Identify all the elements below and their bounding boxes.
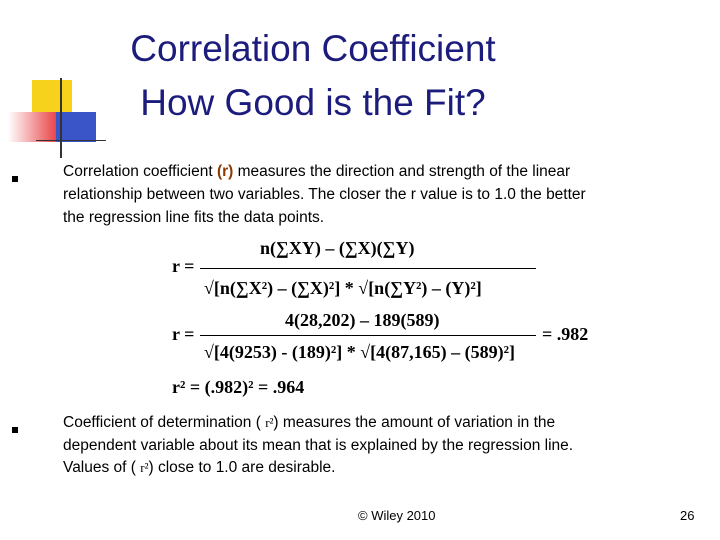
fraction-bar (200, 268, 536, 269)
title: How Good is the Fit? (140, 82, 486, 123)
text-line: the regression line fits the data points… (63, 209, 325, 226)
footer-copyright: © Wiley 2010 (358, 508, 436, 523)
text-line: Coefficient of determination ( r²) measu… (63, 414, 555, 432)
text: ) measures the amount of variation in th… (273, 414, 556, 431)
text-line: Correlation coefficient (r) measures the… (63, 163, 570, 181)
formula-result: = .982 (542, 324, 589, 344)
formula-numerator: n(∑XY) – (∑X)(∑Y) (260, 238, 415, 258)
formula: r² = (.982)² = .964 (172, 377, 305, 397)
formula-lhs: r = (172, 256, 195, 276)
text: Values of ( (63, 459, 141, 476)
deco-vline (60, 78, 62, 158)
text: Correlation coefficient (63, 163, 217, 180)
text: r² (265, 415, 274, 430)
title: Correlation Coefficient (130, 28, 496, 69)
text-line: dependent variable about its mean that i… (63, 437, 574, 454)
formula-lhs: r = (172, 324, 195, 344)
text: Coefficient of determination ( (63, 414, 266, 431)
deco-hline (36, 140, 106, 141)
text: ) close to 1.0 are desirable. (148, 459, 336, 476)
deco-red (8, 112, 56, 142)
text: r² (140, 460, 149, 475)
formula-denominator: √[n(∑X²) – (∑X)²] * √[n(∑Y²) – (Y)²] (204, 278, 482, 298)
formula-denominator: √[4(9253) - (189)²] * √[4(87,165) – (589… (204, 342, 515, 362)
text: (r) (216, 163, 234, 180)
bullet-marker (12, 427, 18, 433)
formula-numerator: 4(28,202) – 189(589) (285, 310, 440, 330)
deco-blue (56, 112, 96, 142)
page-number: 26 (680, 508, 695, 523)
fraction-bar (200, 335, 536, 336)
text: measures the direction and strength of t… (233, 163, 571, 180)
text-line: Values of ( r²) close to 1.0 are desirab… (63, 459, 335, 477)
text-line: relationship between two variables. The … (63, 186, 586, 203)
bullet-marker (12, 176, 18, 182)
